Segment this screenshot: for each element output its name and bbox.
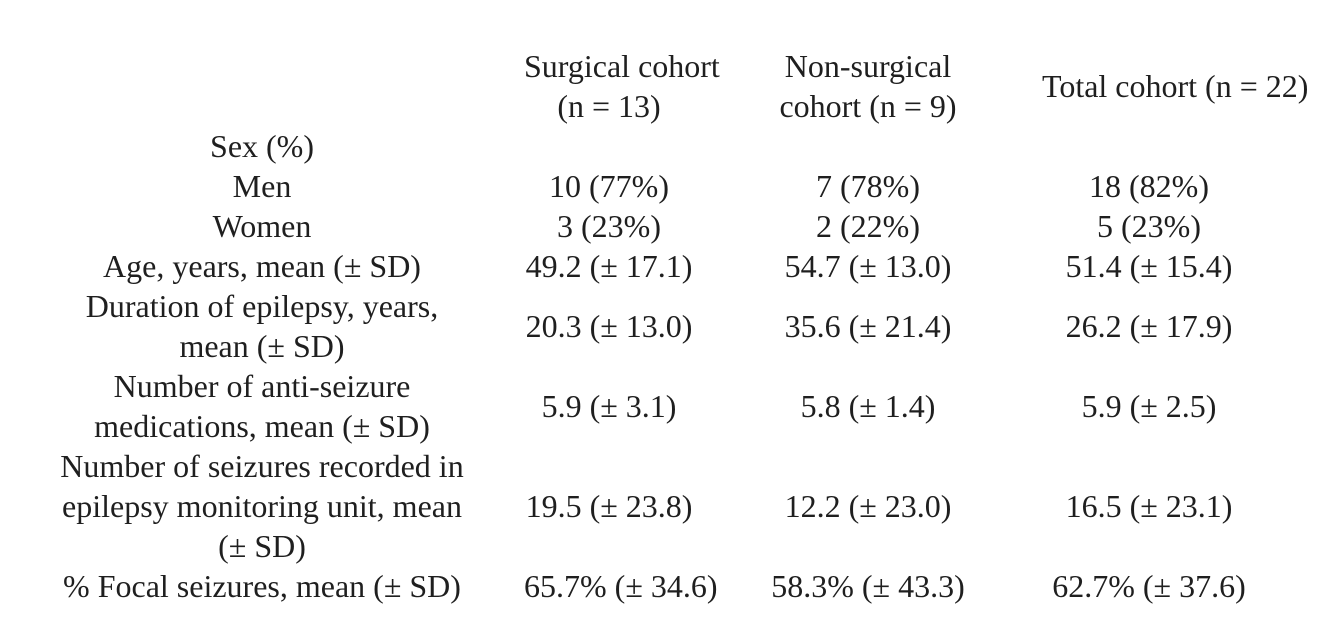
table-row: Duration of epilepsy, years, mean (± SD)… [0,286,1256,366]
table-row: Age, years, mean (± SD) 49.2 (± 17.1) 54… [0,246,1256,286]
row-label: Number of seizures recorded in epilepsy … [60,448,464,564]
column-header-surgical: Surgical cohort (n = 13) [524,48,720,124]
cell-non-surgical [694,126,1042,166]
cell-surgical: 20.3 (± 13.0) [525,308,693,344]
cell-non-surgical: 54.7 (± 13.0) [784,248,952,284]
table-header: Surgical cohort (n = 13) Non-surgical co… [0,46,1309,126]
row-label: Men [232,168,292,204]
cell-surgical: 49.2 (± 17.1) [525,248,693,284]
row-label: % Focal seizures, mean (± SD) [63,568,461,604]
row-label: Sex (%) [210,128,314,164]
table-row: Number of anti-seizure medications, mean… [0,366,1256,446]
table-row: Men 10 (77%) 7 (78%) 18 (82%) [0,166,1256,206]
cell-non-surgical: 7 (78%) [816,168,920,204]
cell-non-surgical: 35.6 (± 21.4) [784,308,952,344]
cell-total: 5.9 (± 2.5) [1081,388,1217,424]
cell-non-surgical: 58.3% (± 43.3) [771,568,965,604]
row-label: Women [212,208,312,244]
cell-surgical: 3 (23%) [557,208,661,244]
cell-non-surgical: 2 (22%) [816,208,920,244]
cell-surgical: 5.9 (± 3.1) [541,388,677,424]
cell-non-surgical: 12.2 (± 23.0) [784,488,952,524]
table-row: % Focal seizures, mean (± SD) 65.7% (± 3… [0,566,1256,606]
cell-total: 51.4 (± 15.4) [1065,248,1233,284]
cell-total: 5 (23%) [1097,208,1201,244]
cell-total: 62.7% (± 37.6) [1052,568,1246,604]
cell-non-surgical: 5.8 (± 1.4) [800,388,936,424]
column-header-non-surgical: Non-surgical cohort (n = 9) [779,48,957,124]
header-row: Surgical cohort (n = 13) Non-surgical co… [0,46,1309,126]
cell-surgical: 19.5 (± 23.8) [525,488,693,524]
cohort-characteristics-table: Surgical cohort (n = 13) Non-surgical co… [0,46,1309,606]
cell-total [1042,126,1256,166]
table-row: Sex (%) [0,126,1256,166]
cell-surgical [524,126,694,166]
cell-surgical: 65.7% (± 34.6) [524,568,718,604]
column-header-total: Total cohort (n = 22) [1042,68,1309,104]
row-label: Age, years, mean (± SD) [103,248,421,284]
cell-total: 26.2 (± 17.9) [1065,308,1233,344]
table-row: Number of seizures recorded in epilepsy … [0,446,1256,566]
cell-total: 18 (82%) [1089,168,1209,204]
corner-header-cell [0,46,524,126]
cell-total: 16.5 (± 23.1) [1065,488,1233,524]
table-row: Women 3 (23%) 2 (22%) 5 (23%) [0,206,1256,246]
table-body: Sex (%) Men 10 (77%) 7 (78%) 18 (82%) Wo… [0,126,1256,606]
cell-surgical: 10 (77%) [549,168,669,204]
row-label: Number of anti-seizure medications, mean… [94,368,430,444]
row-label: Duration of epilepsy, years, mean (± SD) [85,288,439,364]
